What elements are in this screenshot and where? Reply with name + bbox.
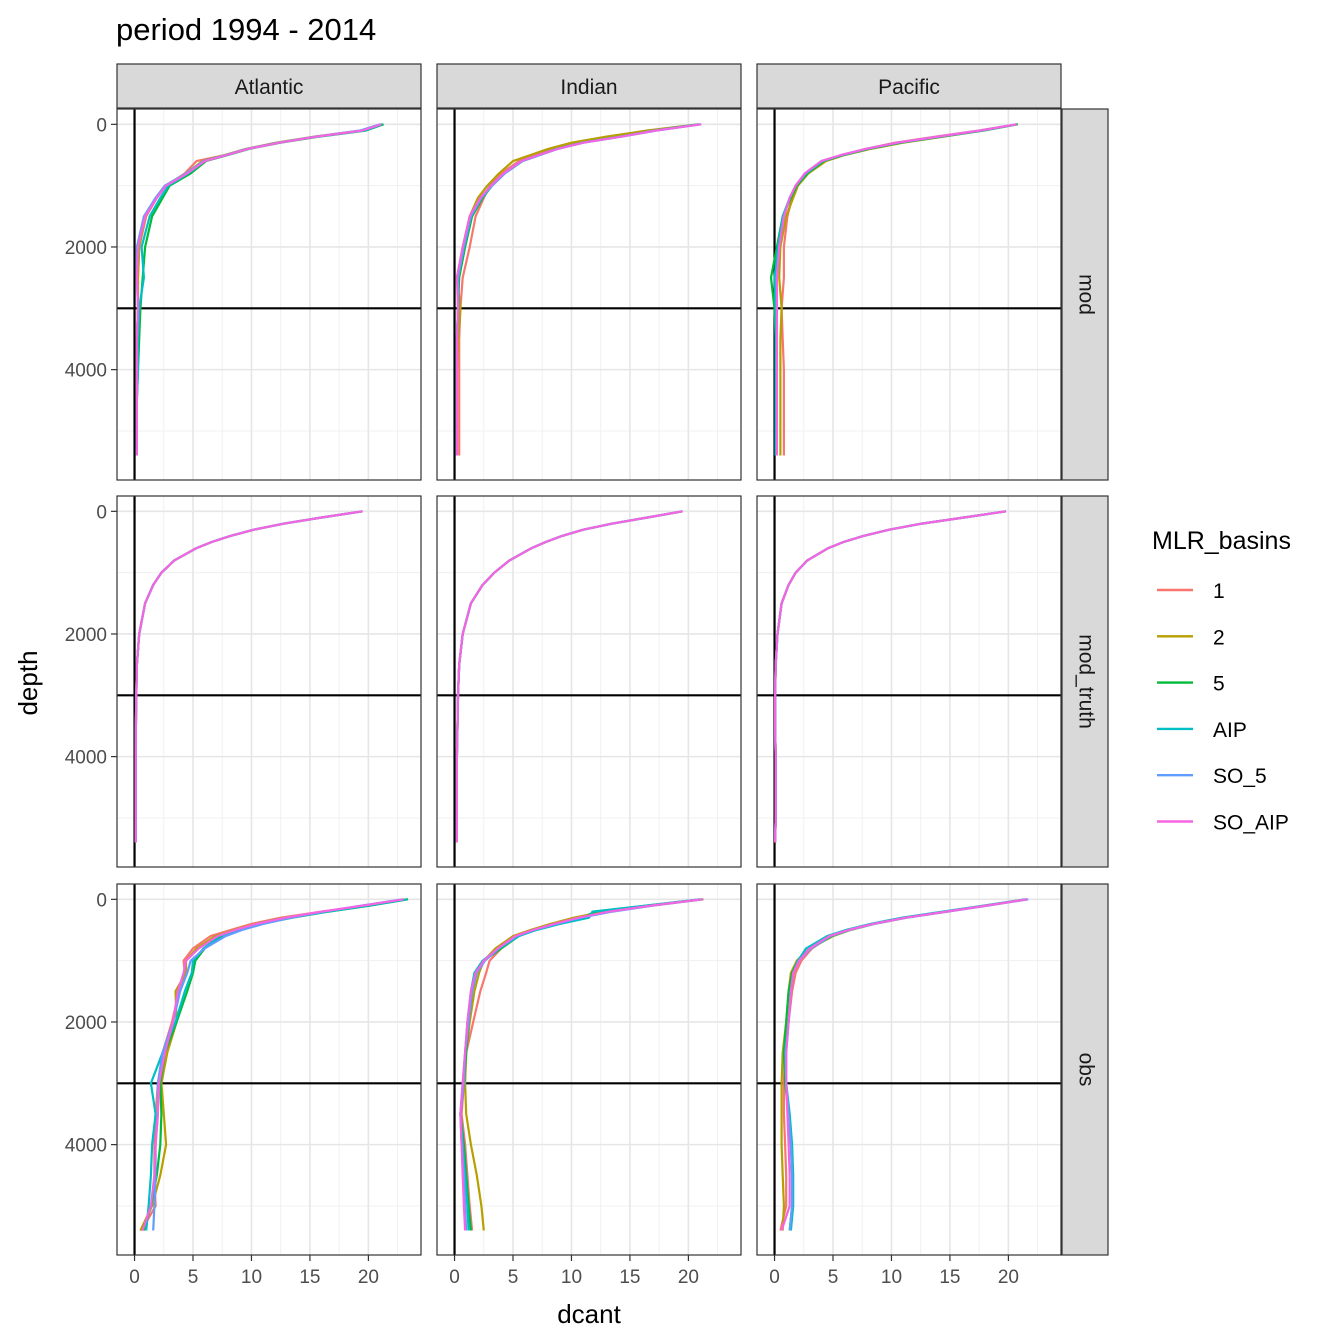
x-axis-title: dcant [557,1299,621,1329]
panel-mod-indian [437,109,741,480]
facet-strip-label: mod [1074,274,1097,315]
panel-mod-pacific [757,109,1061,480]
x-tick-label: 5 [508,1267,519,1288]
x-tick-label: 5 [188,1267,199,1288]
x-tick-label: 10 [241,1267,262,1288]
series-line-so-aip [775,123,1017,456]
y-tick-label: 0 [96,890,107,911]
panel-background [437,884,741,1255]
panel-background [117,884,421,1255]
panel-mod_truth-indian [437,496,741,867]
panel-background [117,109,421,480]
facet-strip-obs [1061,883,1109,1256]
facet-strip-atlantic [116,63,422,109]
legend: 1 2 5 AIP SO_5 SO_AIP [1157,580,1289,835]
facet-strip-label: mod_truth [1074,634,1097,729]
series-line-so-aip [135,123,382,456]
legend-label: SO_5 [1213,765,1267,788]
legend-label: 1 [1213,580,1225,603]
panel-background [757,109,1061,480]
x-tick-label: 10 [561,1267,582,1288]
series-line-so-aip [780,898,1028,1231]
x-tick-label: 15 [619,1267,640,1288]
series-line-so-aip [459,898,702,1231]
x-tick-label: 15 [939,1267,960,1288]
series-line-so-aip [134,510,363,843]
panel-border [436,108,742,481]
facet-strip-pacific [756,63,1062,109]
facet-strip-label: Atlantic [235,76,304,99]
series-line-so-aip [455,123,702,456]
y-tick-label: 4000 [65,1136,107,1157]
panel-border [756,108,1062,481]
x-tick-label: 0 [769,1267,780,1288]
series-line-so-aip [773,510,1007,843]
panel-mod-atlantic [117,109,421,480]
x-tick-label: 0 [449,1267,460,1288]
legend-label: 2 [1213,626,1225,649]
panel-border [436,883,742,1256]
facet-panels: Atlantic Indian Pacificmodmod_truthobs0200… [65,63,1109,1288]
panel-background [437,109,741,480]
panel-obs-pacific [757,884,1061,1255]
facet-strip-label: obs [1074,1053,1097,1087]
series-line-so-aip [455,510,683,843]
legend-title: MLR_basins [1152,527,1291,555]
chart-title: period 1994 - 2014 [116,12,376,47]
panel-mod_truth-atlantic [117,496,421,867]
y-tick-label: 4000 [65,361,107,382]
facet-strip-label: Pacific [878,76,940,99]
panel-border [756,495,1062,868]
y-tick-label: 2000 [65,238,107,259]
facet-strip-indian [436,63,742,109]
x-tick-label: 10 [881,1267,902,1288]
panel-obs-atlantic [117,884,421,1255]
panel-border [116,883,422,1256]
legend-label: AIP [1213,719,1247,742]
legend-label: SO_AIP [1213,812,1289,835]
panel-border [116,495,422,868]
facet-strip-mod [1061,108,1109,481]
panel-mod_truth-pacific [757,496,1061,867]
panel-background [757,884,1061,1255]
x-tick-label: 5 [828,1267,839,1288]
panel-obs-indian [437,884,741,1255]
panel-border [116,108,422,481]
series-line-so-aip [141,898,404,1231]
panel-border [436,495,742,868]
series-line-2 [464,898,703,1231]
facet-strip-label: Indian [560,76,617,99]
panel-background [117,496,421,867]
y-tick-label: 2000 [65,625,107,646]
y-axis-title: depth [13,650,43,715]
y-tick-label: 0 [96,502,107,523]
y-tick-label: 0 [96,115,107,136]
x-tick-label: 15 [299,1267,320,1288]
y-tick-label: 4000 [65,748,107,769]
facet-strip-mod-truth [1061,495,1109,868]
x-tick-label: 20 [358,1267,379,1288]
panel-background [437,496,741,867]
y-tick-label: 2000 [65,1013,107,1034]
x-tick-label: 20 [998,1267,1019,1288]
panel-background [757,496,1061,867]
x-tick-label: 20 [678,1267,699,1288]
legend-label: 5 [1213,673,1225,696]
x-tick-label: 0 [129,1267,140,1288]
panel-border [756,883,1062,1256]
